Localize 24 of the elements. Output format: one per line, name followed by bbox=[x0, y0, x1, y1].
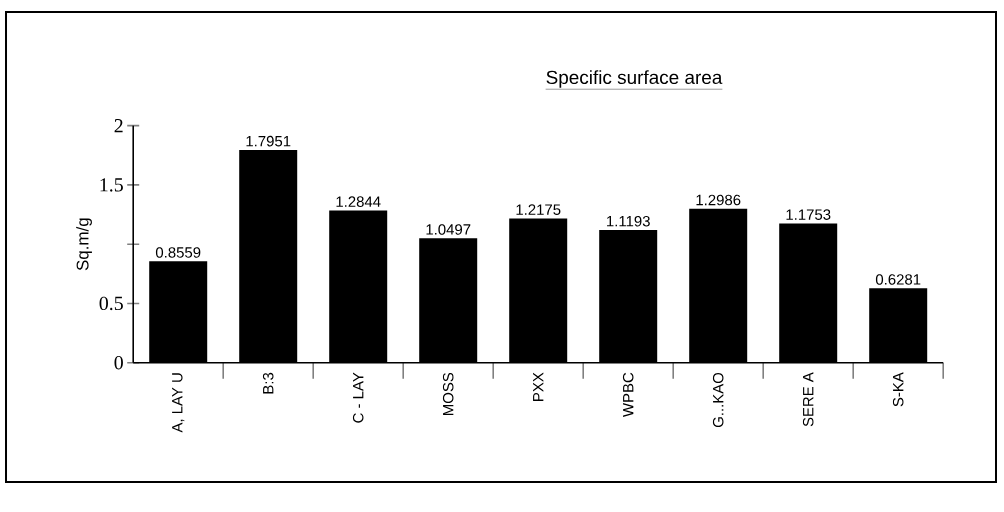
data-label: 0.6281 bbox=[875, 274, 921, 285]
data-label: 1.2175 bbox=[516, 204, 561, 215]
x-tick-label: SERE A bbox=[802, 372, 814, 427]
y-tick-label: 2 bbox=[114, 119, 123, 133]
data-label: 1.1753 bbox=[786, 209, 831, 220]
data-label: 1.2844 bbox=[336, 196, 381, 207]
chart-title: Specific surface area bbox=[546, 70, 723, 88]
data-label: 1.0497 bbox=[426, 224, 471, 235]
y-tick-label: 1.5 bbox=[100, 178, 123, 192]
x-tick-label: B:3 bbox=[262, 372, 274, 394]
data-label: 1.2986 bbox=[696, 194, 741, 206]
data-label: 0.8559 bbox=[155, 247, 201, 258]
y-tick-label: 0 bbox=[114, 355, 123, 370]
x-tick-label: C - LAY bbox=[352, 372, 364, 423]
data-label: 1.7951 bbox=[246, 135, 291, 147]
y-axis-title: Sq.m/g bbox=[76, 218, 92, 271]
data-label: 1.1193 bbox=[607, 215, 650, 227]
x-tick-label: A, LAY U bbox=[172, 373, 185, 433]
x-tick-label: PXX bbox=[533, 372, 544, 401]
x-tick-label: WPBC bbox=[622, 372, 634, 417]
y-tick-label: 0.5 bbox=[99, 296, 123, 311]
x-tick-label: MOSS bbox=[442, 372, 454, 415]
x-tick-label: G...KAO bbox=[712, 372, 724, 428]
x-tick-label: S-KA bbox=[892, 372, 904, 407]
